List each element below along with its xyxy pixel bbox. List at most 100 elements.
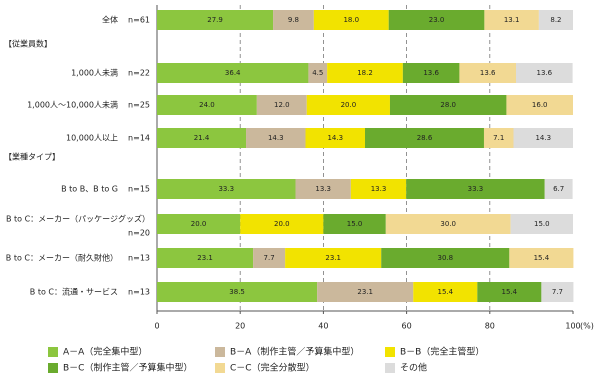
legend-label: その他 bbox=[400, 362, 427, 374]
bar-segment bbox=[413, 282, 478, 302]
bar-segment bbox=[313, 10, 389, 30]
legend-swatch bbox=[48, 347, 58, 357]
category-label: 1,000人未満 bbox=[71, 68, 118, 78]
value-label: 30.8 bbox=[437, 254, 453, 262]
bar-segment bbox=[327, 63, 403, 83]
bar-segment bbox=[253, 248, 286, 268]
value-label: 13.6 bbox=[423, 69, 439, 77]
bar-segment bbox=[506, 95, 573, 115]
value-label: 15.0 bbox=[347, 220, 363, 228]
bar-segment bbox=[256, 95, 307, 115]
value-label: 23.1 bbox=[197, 254, 213, 262]
bar-segment bbox=[157, 128, 247, 148]
value-label: 23.1 bbox=[357, 288, 373, 296]
legend-label: B－A（制作主管／予算集中型） bbox=[230, 346, 359, 358]
value-label: 28.6 bbox=[417, 134, 433, 142]
value-label: 20.0 bbox=[341, 101, 357, 109]
category-label: B to C：流通・サービス bbox=[30, 287, 118, 297]
legend-label: B－B（完全主管型） bbox=[400, 346, 484, 358]
x-tick-label: 20 bbox=[235, 322, 245, 331]
value-label: 15.4 bbox=[534, 254, 550, 262]
value-label: 13.6 bbox=[480, 69, 496, 77]
value-label: 18.0 bbox=[343, 16, 359, 24]
value-label: 7.1 bbox=[493, 134, 504, 142]
bar-segment bbox=[402, 63, 460, 83]
bar-segment bbox=[484, 10, 539, 30]
value-label: 14.3 bbox=[327, 134, 343, 142]
value-label: 14.3 bbox=[535, 134, 551, 142]
value-label: 36.4 bbox=[225, 69, 241, 77]
bar-segment bbox=[157, 95, 257, 115]
value-label: 24.0 bbox=[199, 101, 215, 109]
x-tick-label: 40 bbox=[318, 322, 328, 331]
n-label: n=14 bbox=[128, 134, 150, 143]
bar-segment bbox=[285, 248, 382, 268]
bar-segment bbox=[157, 63, 309, 83]
n-label: n=13 bbox=[128, 254, 150, 263]
value-label: 30.0 bbox=[440, 220, 456, 228]
legend-swatch bbox=[385, 347, 395, 357]
n-label: n=15 bbox=[128, 185, 150, 194]
value-label: 7.7 bbox=[552, 288, 563, 296]
bar-segment bbox=[323, 214, 386, 234]
bar-segment bbox=[365, 128, 484, 148]
value-label: 33.3 bbox=[218, 185, 234, 193]
bar-segment bbox=[389, 95, 507, 115]
bar-segment bbox=[388, 10, 485, 30]
bar-segment bbox=[477, 282, 542, 302]
category-label: B to C：メーカー（パッケージグッズ） bbox=[6, 214, 150, 224]
legend-label: B－C（制作主管／予算集中型） bbox=[63, 362, 192, 374]
value-label: 38.5 bbox=[229, 288, 245, 296]
bar-segment bbox=[157, 282, 318, 302]
x-unit: (%) bbox=[580, 322, 594, 331]
value-label: 7.7 bbox=[264, 254, 275, 262]
n-label: n=13 bbox=[128, 288, 150, 297]
bar-segment bbox=[509, 248, 574, 268]
value-label: 33.3 bbox=[468, 185, 484, 193]
value-label: 6.7 bbox=[553, 185, 564, 193]
n-label: n=20 bbox=[128, 229, 150, 238]
bar-segment bbox=[157, 214, 241, 234]
bar-segment bbox=[381, 248, 510, 268]
category-label: B to B、B to G bbox=[61, 185, 118, 194]
category-label: 全体 bbox=[102, 15, 118, 25]
x-tick-label: 60 bbox=[402, 322, 412, 331]
legend-label: C－C（完全分散型） bbox=[230, 362, 315, 374]
value-label: 21.4 bbox=[194, 134, 210, 142]
value-label: 28.0 bbox=[440, 101, 456, 109]
category-label: 1,000人～10,000人未満 bbox=[27, 100, 118, 110]
bar-segment bbox=[273, 10, 314, 30]
bar-segment bbox=[246, 128, 306, 148]
bar-segment bbox=[306, 95, 390, 115]
value-label: 4.5 bbox=[312, 69, 323, 77]
legend-swatch bbox=[385, 363, 395, 373]
legend-label: A－A（完全集中型） bbox=[63, 346, 147, 358]
bar-segment bbox=[157, 248, 254, 268]
value-label: 12.0 bbox=[274, 101, 290, 109]
bar-segment bbox=[538, 10, 573, 30]
bar-segment bbox=[406, 179, 545, 199]
x-tick-label: 100 bbox=[565, 322, 580, 331]
bar-segment bbox=[305, 128, 365, 148]
value-label: 13.1 bbox=[504, 16, 520, 24]
value-label: 16.0 bbox=[532, 101, 548, 109]
bar-segment bbox=[541, 282, 574, 302]
bar-segment bbox=[240, 214, 324, 234]
bar-segment bbox=[459, 63, 517, 83]
bar-segment bbox=[510, 214, 573, 234]
bar-segment bbox=[295, 179, 351, 199]
value-label: 13.3 bbox=[315, 185, 331, 193]
bar-segment bbox=[516, 63, 573, 83]
value-label: 15.0 bbox=[534, 220, 550, 228]
n-label: n=25 bbox=[128, 101, 150, 110]
legend-swatch bbox=[48, 363, 58, 373]
value-label: 9.8 bbox=[288, 16, 299, 24]
n-label: n=22 bbox=[128, 69, 150, 78]
bar-segment bbox=[308, 63, 328, 83]
value-label: 14.3 bbox=[268, 134, 284, 142]
x-tick-label: 0 bbox=[154, 322, 159, 331]
value-label: 20.0 bbox=[191, 220, 207, 228]
value-label: 18.2 bbox=[357, 69, 373, 77]
value-label: 15.4 bbox=[437, 288, 453, 296]
value-label: 20.0 bbox=[274, 220, 290, 228]
